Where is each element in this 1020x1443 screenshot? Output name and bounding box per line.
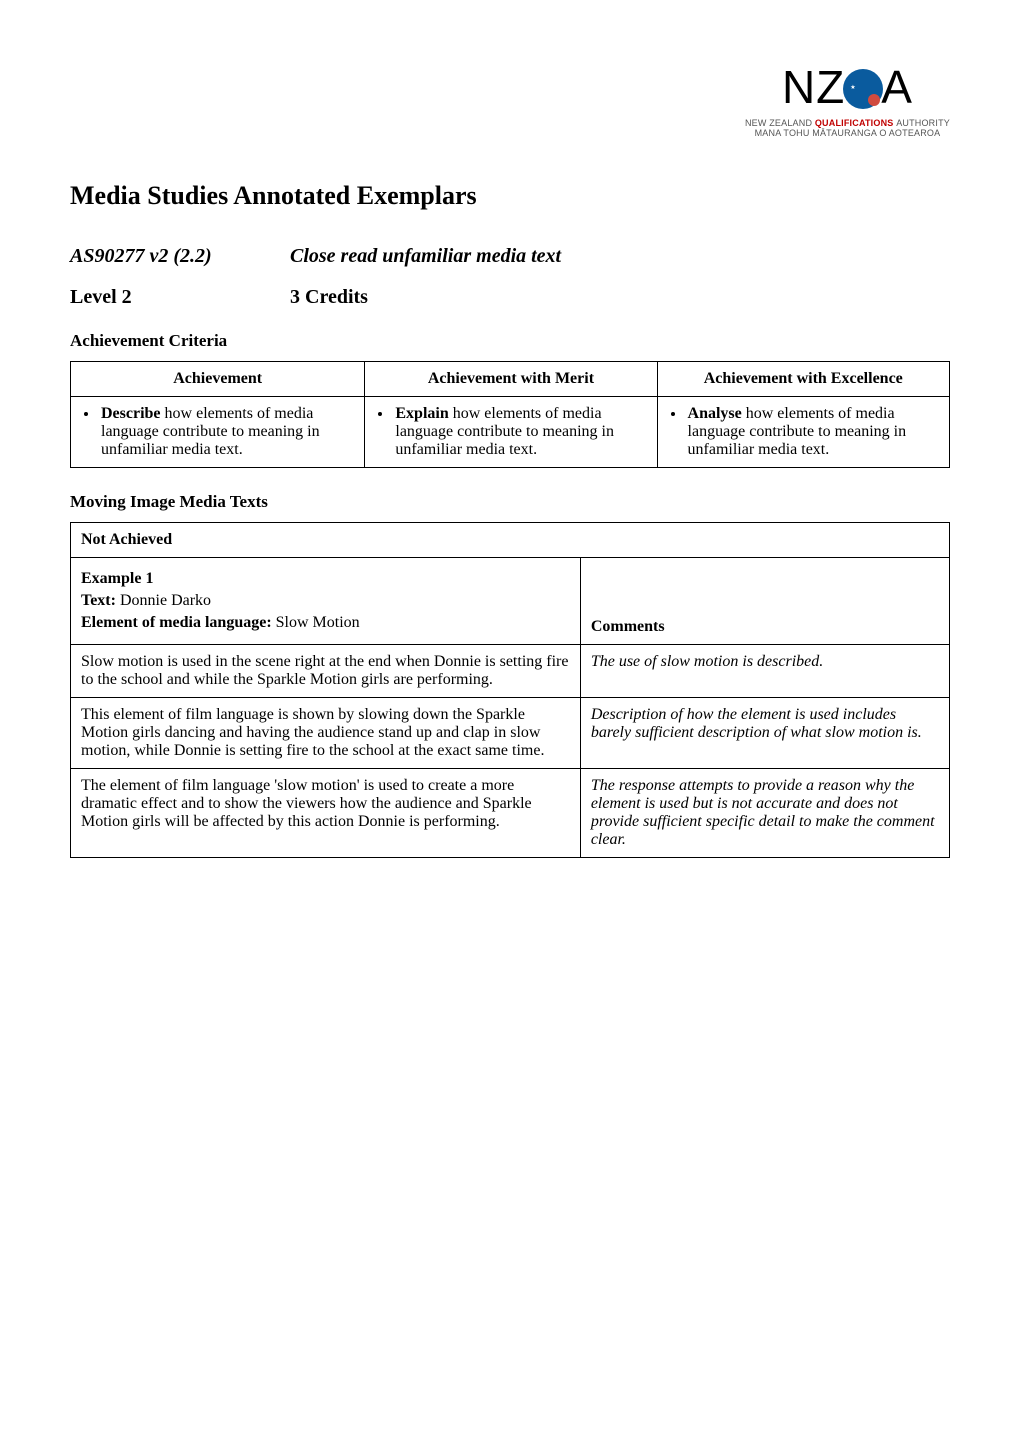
- text-line: Text: Donnie Darko: [81, 592, 570, 610]
- criteria-lead: Describe: [101, 405, 161, 422]
- table-row: Slow motion is used in the scene right a…: [71, 645, 950, 698]
- logo-sub1-a: NEW ZEALAND: [745, 118, 815, 128]
- text-label: Text:: [81, 592, 116, 609]
- criteria-lead: Analyse: [688, 405, 742, 422]
- example-info-cell: Example 1 Text: Donnie Darko Element of …: [71, 558, 581, 645]
- criteria-lead: Explain: [395, 405, 448, 422]
- response-cell: The element of film language 'slow motio…: [71, 769, 581, 858]
- level-label: Level 2: [70, 286, 290, 309]
- exemplar-table: Not Achieved Example 1 Text: Donnie Dark…: [70, 522, 950, 858]
- grade-cell: Not Achieved: [71, 523, 950, 558]
- criteria-cell: Analyse how elements of media language c…: [657, 397, 949, 468]
- criteria-table: Achievement Achievement with Merit Achie…: [70, 361, 950, 468]
- page-title: Media Studies Annotated Exemplars: [70, 181, 950, 211]
- grade-row: Not Achieved: [71, 523, 950, 558]
- achievement-criteria-heading: Achievement Criteria: [70, 331, 950, 351]
- logo: NZ★A NEW ZEALAND QUALIFICATIONS AUTHORIT…: [745, 60, 950, 138]
- text-value: Donnie Darko: [116, 592, 211, 609]
- logo-q-icon: ★: [843, 69, 883, 109]
- table-row: This element of film language is shown b…: [71, 698, 950, 769]
- element-value: Slow Motion: [272, 614, 360, 631]
- logo-block: NZ★A NEW ZEALAND QUALIFICATIONS AUTHORIT…: [70, 60, 950, 141]
- logo-sub1-red: QUALIFICATIONS: [815, 118, 896, 128]
- criteria-header: Achievement with Merit: [365, 362, 657, 397]
- credits-value: 3 Credits: [290, 286, 368, 309]
- criteria-cell: Describe how elements of media language …: [71, 397, 365, 468]
- logo-text-nz: NZ: [782, 61, 845, 113]
- logo-text-a: A: [881, 61, 913, 113]
- response-cell: This element of film language is shown b…: [71, 698, 581, 769]
- comment-cell: The use of slow motion is described.: [580, 645, 949, 698]
- level-row: Level 2 3 Credits: [70, 286, 950, 309]
- criteria-header: Achievement with Excellence: [657, 362, 949, 397]
- comments-header-cell: Comments: [580, 558, 949, 645]
- standard-title: Close read unfamiliar media text: [290, 245, 561, 268]
- criteria-header-row: Achievement Achievement with Merit Achie…: [71, 362, 950, 397]
- comment-cell: The response attempts to provide a reaso…: [580, 769, 949, 858]
- standard-code: AS90277 v2 (2.2): [70, 245, 290, 268]
- response-cell: Slow motion is used in the scene right a…: [71, 645, 581, 698]
- criteria-cell: Explain how elements of media language c…: [365, 397, 657, 468]
- criteria-body-row: Describe how elements of media language …: [71, 397, 950, 468]
- criteria-item: Analyse how elements of media language c…: [686, 405, 939, 459]
- example-label: Example 1: [81, 570, 570, 588]
- comments-label: Comments: [591, 618, 939, 636]
- logo-sub1-b: AUTHORITY: [896, 118, 950, 128]
- element-line: Element of media language: Slow Motion: [81, 614, 570, 632]
- element-label: Element of media language:: [81, 614, 272, 631]
- logo-sub2: MANA TOHU MĀTAURANGA O AOTEAROA: [745, 128, 950, 138]
- moving-image-heading: Moving Image Media Texts: [70, 492, 950, 512]
- comment-cell: Description of how the element is used i…: [580, 698, 949, 769]
- standard-row: AS90277 v2 (2.2) Close read unfamiliar m…: [70, 245, 950, 268]
- criteria-header: Achievement: [71, 362, 365, 397]
- criteria-item: Describe how elements of media language …: [99, 405, 354, 459]
- example-header-row: Example 1 Text: Donnie Darko Element of …: [71, 558, 950, 645]
- logo-sub1: NEW ZEALAND QUALIFICATIONS AUTHORITY: [745, 118, 950, 128]
- logo-main: NZ★A: [745, 60, 950, 114]
- table-row: The element of film language 'slow motio…: [71, 769, 950, 858]
- criteria-item: Explain how elements of media language c…: [393, 405, 646, 459]
